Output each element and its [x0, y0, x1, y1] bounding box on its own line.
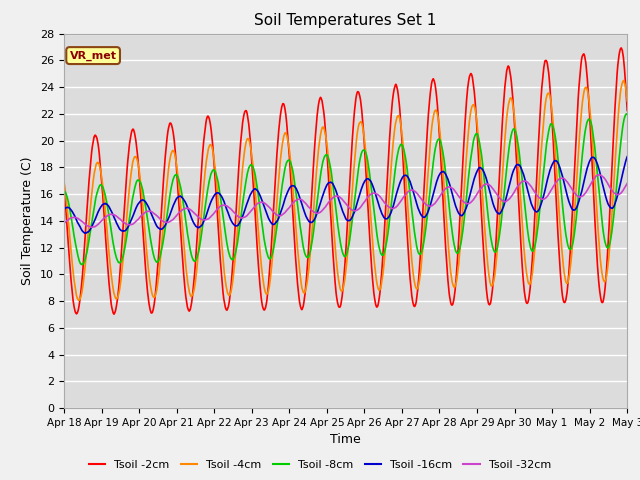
Tsoil -4cm: [620, 78, 627, 84]
Tsoil -8cm: [60, 188, 68, 193]
Tsoil -8cm: [623, 111, 630, 117]
Tsoil -4cm: [504, 105, 512, 111]
Tsoil -2cm: [617, 45, 625, 51]
Line: Tsoil -32cm: Tsoil -32cm: [64, 175, 627, 228]
Tsoil -16cm: [441, 170, 449, 176]
Tsoil -16cm: [504, 188, 512, 194]
Tsoil -32cm: [595, 172, 603, 178]
Tsoil -32cm: [472, 193, 480, 199]
Text: VR_met: VR_met: [70, 50, 116, 60]
Tsoil -16cm: [623, 154, 631, 159]
Tsoil -2cm: [161, 153, 169, 159]
Tsoil -16cm: [60, 206, 68, 212]
Tsoil -32cm: [504, 197, 512, 203]
Tsoil -4cm: [441, 192, 449, 198]
Line: Tsoil -4cm: Tsoil -4cm: [64, 81, 627, 300]
Tsoil -8cm: [504, 155, 512, 160]
Tsoil -16cm: [472, 171, 480, 177]
Tsoil -2cm: [441, 229, 449, 235]
X-axis label: Time: Time: [330, 433, 361, 446]
Tsoil -8cm: [325, 156, 333, 162]
Tsoil -32cm: [623, 180, 631, 186]
Tsoil -16cm: [325, 180, 333, 186]
Tsoil -2cm: [472, 109, 480, 115]
Tsoil -16cm: [623, 156, 630, 161]
Tsoil -4cm: [161, 198, 169, 204]
Tsoil -2cm: [504, 64, 512, 70]
Tsoil -4cm: [623, 98, 631, 104]
Tsoil -4cm: [75, 297, 83, 303]
Line: Tsoil -8cm: Tsoil -8cm: [64, 114, 627, 265]
Tsoil -32cm: [441, 187, 449, 192]
Tsoil -2cm: [623, 108, 631, 113]
Legend: Tsoil -2cm, Tsoil -4cm, Tsoil -8cm, Tsoil -16cm, Tsoil -32cm: Tsoil -2cm, Tsoil -4cm, Tsoil -8cm, Tsoi…: [84, 456, 556, 474]
Tsoil -8cm: [623, 112, 631, 118]
Tsoil -2cm: [623, 98, 630, 104]
Tsoil -4cm: [623, 93, 630, 99]
Tsoil -2cm: [60, 181, 68, 187]
Tsoil -32cm: [87, 225, 95, 230]
Title: Soil Temperatures Set 1: Soil Temperatures Set 1: [255, 13, 436, 28]
Line: Tsoil -2cm: Tsoil -2cm: [64, 48, 627, 314]
Tsoil -4cm: [472, 111, 480, 117]
Tsoil -32cm: [60, 221, 68, 227]
Line: Tsoil -16cm: Tsoil -16cm: [64, 156, 627, 233]
Tsoil -8cm: [623, 111, 630, 117]
Tsoil -8cm: [79, 262, 86, 268]
Tsoil -8cm: [161, 225, 169, 230]
Tsoil -4cm: [325, 159, 333, 165]
Tsoil -8cm: [472, 131, 480, 137]
Tsoil -2cm: [325, 179, 333, 184]
Tsoil -32cm: [325, 199, 333, 205]
Tsoil -16cm: [81, 230, 89, 236]
Tsoil -16cm: [161, 222, 169, 228]
Tsoil -32cm: [623, 181, 630, 187]
Tsoil -4cm: [60, 179, 68, 184]
Tsoil -32cm: [161, 219, 169, 225]
Tsoil -2cm: [110, 311, 118, 317]
Tsoil -8cm: [441, 163, 449, 168]
Y-axis label: Soil Temperature (C): Soil Temperature (C): [22, 156, 35, 285]
